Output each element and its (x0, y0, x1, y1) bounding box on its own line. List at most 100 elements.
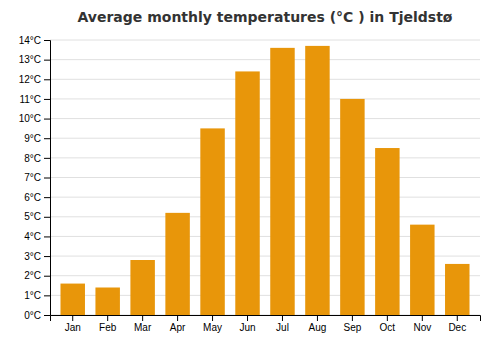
x-tick-label: Dec (448, 322, 466, 333)
y-tick: 0°C (24, 310, 50, 321)
x-tick-label: Mar (134, 322, 152, 333)
grid-line (50, 40, 480, 41)
y-tick-label: 7°C (24, 172, 41, 183)
y-tick-label: 2°C (24, 270, 41, 281)
x-tick: May (203, 315, 222, 333)
x-tick-mark (212, 315, 213, 321)
x-tick-mark (422, 315, 423, 321)
x-tick-mark (317, 315, 318, 321)
y-tick-label: 3°C (24, 251, 41, 262)
y-tick-label: 12°C (19, 74, 41, 85)
y-tick: 5°C (24, 211, 50, 222)
bar (305, 46, 329, 315)
x-tick: Jan (65, 315, 81, 333)
bar (130, 260, 154, 315)
grid-line (50, 98, 480, 99)
bar (410, 225, 434, 315)
bar (235, 71, 259, 315)
x-tick: Feb (99, 315, 117, 333)
y-tick: 6°C (24, 192, 50, 203)
title: Average monthly temperatures (°C ) in Tj… (77, 9, 452, 25)
x-tick: Oct (380, 315, 396, 333)
y-tick-label: 0°C (24, 310, 41, 321)
y-tick: 13°C (19, 54, 50, 65)
bar (200, 128, 224, 315)
y-tick-mark (44, 60, 50, 61)
x-tick-label: Jan (65, 322, 81, 333)
y-tick-mark (44, 197, 50, 198)
grid-line (50, 216, 480, 217)
y-tick-label: 4°C (24, 231, 41, 242)
grid-line (50, 138, 480, 139)
y-tick: 11°C (19, 94, 50, 105)
y-tick-label: 11°C (19, 94, 41, 105)
x-tick: Jun (239, 315, 255, 333)
y-tick: 12°C (19, 74, 50, 85)
x-tick-label: Oct (380, 322, 396, 333)
bar (95, 288, 119, 316)
y-tick-label: 14°C (19, 35, 41, 46)
y-tick: 1°C (24, 290, 50, 301)
x-tick-label: Sep (343, 322, 361, 333)
y-tick-label: 1°C (24, 290, 41, 301)
x-tick: Jul (276, 315, 289, 333)
x-tick-mark (457, 315, 458, 321)
grid-line (50, 79, 480, 80)
bar (375, 148, 399, 315)
y-tick-mark (44, 217, 50, 218)
bar (270, 48, 294, 315)
bar (340, 99, 364, 315)
y-tick-mark (44, 315, 50, 316)
y-tick-label: 9°C (24, 133, 41, 144)
y-tick-mark (44, 99, 50, 100)
x-tick-mark (142, 315, 143, 321)
y-tick-label: 6°C (24, 192, 41, 203)
x-tick-label: Apr (170, 322, 186, 333)
x-tick: Dec (448, 315, 466, 333)
x-tick-mark (387, 315, 388, 321)
chart: Jan Feb Mar Apr May Jun Jul Aug Sep Oct Nov Dec 0°C 1… (0, 0, 500, 350)
y-tick: 8°C (24, 153, 50, 164)
y-tick: 9°C (24, 133, 50, 144)
x-tick-mark (247, 315, 248, 321)
y-tick-mark (44, 138, 50, 139)
grid-line (50, 157, 480, 158)
grid-line (50, 118, 480, 119)
grid (50, 40, 480, 315)
y-tick-label: 8°C (24, 153, 41, 164)
y-tick: 4°C (24, 231, 50, 242)
x-tick: Nov (413, 315, 431, 333)
x-tick: Mar (134, 315, 152, 333)
grid-line (50, 197, 480, 198)
y-axis: 0°C 1°C 2°C 3°C 4°C 5°C 6°C 7°C 8°C 9°C 10°C 11°C 12… (19, 35, 51, 321)
y-tick-mark (44, 295, 50, 296)
y-tick-mark (44, 79, 50, 80)
x-tick-mark (107, 315, 108, 321)
axis-domain (51, 316, 481, 322)
x-tick-mark (72, 315, 73, 321)
x-tick: Sep (343, 315, 361, 333)
y-tick-mark (44, 178, 50, 179)
y-tick-mark (44, 40, 50, 41)
y-tick-mark (44, 119, 50, 120)
y-tick: 3°C (24, 251, 50, 262)
grid-line (50, 59, 480, 60)
y-tick-mark (44, 276, 50, 277)
plot-area (60, 46, 469, 315)
x-axis: Jan Feb Mar Apr May Jun Jul Aug Sep Oct Nov Dec (51, 315, 481, 333)
x-tick-mark (282, 315, 283, 321)
x-tick-label: Feb (99, 322, 117, 333)
axis-domain (44, 41, 51, 316)
x-tick: Apr (170, 315, 186, 333)
x-tick-label: Aug (309, 322, 327, 333)
y-tick: 2°C (24, 270, 50, 281)
y-tick-label: 10°C (19, 113, 41, 124)
y-tick: 14°C (19, 35, 50, 46)
bar (165, 213, 189, 315)
y-tick-label: 13°C (19, 54, 41, 65)
x-tick-label: Jun (239, 322, 255, 333)
y-tick-label: 5°C (24, 211, 41, 222)
x-tick-label: May (203, 322, 222, 333)
bar (60, 284, 84, 315)
x-tick-mark (352, 315, 353, 321)
